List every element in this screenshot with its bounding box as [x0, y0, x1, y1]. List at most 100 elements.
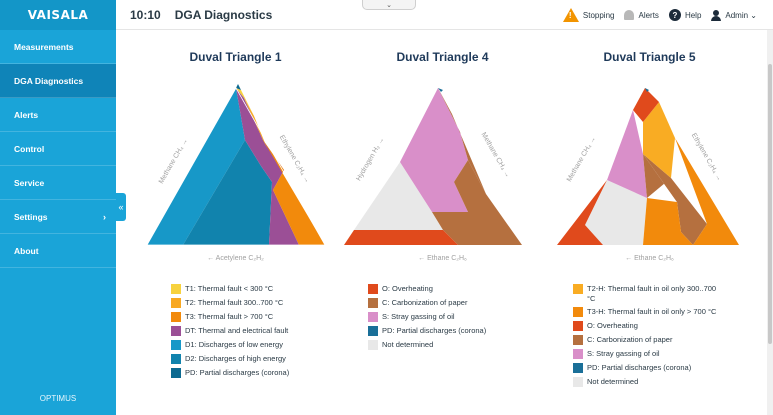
legend-label: T2-H: Thermal fault in oil only 300..700… — [587, 284, 717, 303]
legend-item-t1: T1: Thermal fault < 300 °C — [171, 284, 341, 294]
bottom-axis-label: ← Ethane C₂H₆ — [418, 255, 467, 262]
user-icon — [711, 9, 722, 21]
zone-t3 — [263, 140, 325, 245]
legend-item-s: S: Stray gassing of oil — [573, 349, 723, 359]
zone-o — [344, 230, 458, 245]
sidebar-item-label: Alerts — [14, 109, 39, 120]
zone-s — [607, 110, 647, 198]
clock: 10:10 — [130, 7, 161, 22]
legend-label: Not determined — [587, 377, 639, 386]
logo-bar: VAISALA — [0, 0, 116, 30]
scrollbar[interactable] — [767, 30, 773, 415]
double-chevron-left-icon: « — [118, 202, 124, 212]
user-menu-button[interactable]: Admin ⌄ — [711, 9, 757, 21]
legend-item-pd: PD: Partial discharges (corona) — [171, 368, 341, 378]
warning-icon — [562, 8, 579, 22]
alerts-label: Alerts — [638, 10, 659, 20]
legend-swatch — [573, 377, 583, 387]
legend-label: PD: Partial discharges (corona) — [587, 363, 692, 372]
bottom-axis-label: ← Ethane C₂H₆ — [625, 255, 674, 262]
duval-triangle-4-chart: Hydrogen H₂ → Methane CH₄ → — [344, 88, 522, 245]
legend-item-o: O: Overheating — [368, 284, 538, 294]
sidebar-item-label: Settings — [14, 211, 48, 222]
legend-label: Not determined — [382, 340, 434, 349]
sidebar: VAISALA Measurements DGA Diagnostics Ale… — [0, 0, 116, 415]
legend-label: O: Overheating — [587, 321, 638, 330]
zone-not-determined — [585, 180, 647, 245]
help-icon: ? — [668, 9, 681, 21]
sidebar-item-alerts[interactable]: Alerts — [0, 98, 116, 132]
legend-item-pd: PD: Partial discharges (corona) — [368, 326, 538, 336]
zone-pd — [438, 88, 443, 92]
bell-icon — [624, 10, 635, 20]
double-chevron-down-icon: ⌄ — [386, 1, 392, 9]
panel-title: Duval Triangle 5 — [603, 50, 696, 64]
legend-item-d1: D1: Discharges of low energy — [171, 340, 341, 350]
scrollbar-thumb[interactable] — [768, 64, 772, 344]
collapse-sidebar-button[interactable]: « — [116, 193, 126, 221]
legend-swatch — [368, 326, 378, 336]
sidebar-item-about[interactable]: About — [0, 234, 116, 268]
panel-title: Duval Triangle 4 — [396, 50, 489, 64]
legend-item-o: O: Overheating — [573, 321, 723, 331]
legend-swatch — [171, 284, 181, 294]
legend-item-t2-h: T2-H: Thermal fault in oil only 300..700… — [573, 284, 723, 303]
zone-o-left — [557, 180, 607, 245]
legend-swatch — [171, 340, 181, 350]
product-name: OPTIMUS — [39, 394, 77, 403]
triangle-outline — [146, 87, 326, 246]
zone-s — [400, 88, 468, 212]
legend-item-not-determined: Not determined — [573, 377, 723, 387]
zone-c-upper — [643, 154, 677, 202]
legend-label: C: Carbonization of paper — [382, 298, 468, 307]
header: 10:10 DGA Diagnostics ⌄ Stopping Alerts … — [116, 0, 773, 30]
chevron-right-icon: › — [103, 211, 106, 222]
legend-swatch — [573, 349, 583, 359]
zone-o-top — [633, 88, 659, 122]
duval-triangle-5-chart: Methane CH₄ → Ethylene C₂H₄ → — [557, 88, 739, 245]
stopping-status-button[interactable]: Stopping — [562, 8, 615, 22]
alerts-button[interactable]: Alerts — [624, 10, 659, 20]
left-axis-label: Hydrogen H₂ → — [355, 136, 386, 182]
legend-swatch — [573, 307, 583, 317]
stopping-label: Stopping — [582, 10, 615, 20]
legend-label: C: Carbonization of paper — [587, 335, 673, 344]
sidebar-item-settings[interactable]: Settings › — [0, 200, 116, 234]
legend: O: Overheating C: Carbonization of paper… — [368, 284, 538, 354]
legend-item-c: C: Carbonization of paper — [368, 298, 538, 308]
help-button[interactable]: ? Help — [668, 9, 701, 21]
legend-swatch — [171, 326, 181, 336]
legend-item-t3-h: T3-H: Thermal fault in oil only > 700 °C — [573, 307, 723, 317]
zone-c — [432, 160, 522, 245]
zone-d2 — [183, 140, 272, 245]
sidebar-item-label: About — [14, 245, 39, 256]
zone-dt — [236, 88, 299, 245]
sidebar-item-measurements[interactable]: Measurements — [0, 30, 116, 64]
header-actions: Stopping Alerts ? Help Admin ⌄ — [562, 0, 757, 30]
legend-item-t3: T3: Thermal fault > 700 °C — [171, 312, 341, 322]
pull-down-tab[interactable]: ⌄ — [362, 0, 416, 10]
zone-not-determined — [354, 162, 443, 230]
sidebar-item-dga-diagnostics[interactable]: DGA Diagnostics — [0, 64, 116, 98]
legend-item-t2: T2: Thermal fault 300..700 °C — [171, 298, 341, 308]
legend-label: T1: Thermal fault < 300 °C — [185, 284, 274, 293]
zone-t2-h — [643, 102, 675, 178]
duval-triangle-5-panel: Duval Triangle 5 Methane CH₄ → Ethylene … — [547, 34, 752, 415]
legend-label: O: Overheating — [382, 284, 433, 293]
legend-swatch — [368, 312, 378, 322]
zone-pd — [236, 84, 241, 90]
legend-item-c: C: Carbonization of paper — [573, 335, 723, 345]
sidebar-item-label: Service — [14, 177, 45, 188]
legend-swatch — [171, 368, 181, 378]
zone-c — [643, 154, 707, 245]
user-label: Admin ⌄ — [725, 10, 757, 20]
legend-label: S: Stray gassing of oil — [382, 312, 455, 321]
sidebar-item-service[interactable]: Service — [0, 166, 116, 200]
duval-triangle-4-panel: Duval Triangle 4 Hydrogen H₂ → Methane C… — [340, 34, 545, 415]
duval-triangle-1-panel: Duval Triangle 1 Methane CH₄ → Ethylene … — [133, 34, 338, 415]
legend-swatch — [368, 298, 378, 308]
left-axis-label: Methane CH₄ → — [566, 135, 598, 183]
legend-swatch — [171, 312, 181, 322]
sidebar-item-control[interactable]: Control — [0, 132, 116, 166]
legend-swatch — [171, 354, 181, 364]
